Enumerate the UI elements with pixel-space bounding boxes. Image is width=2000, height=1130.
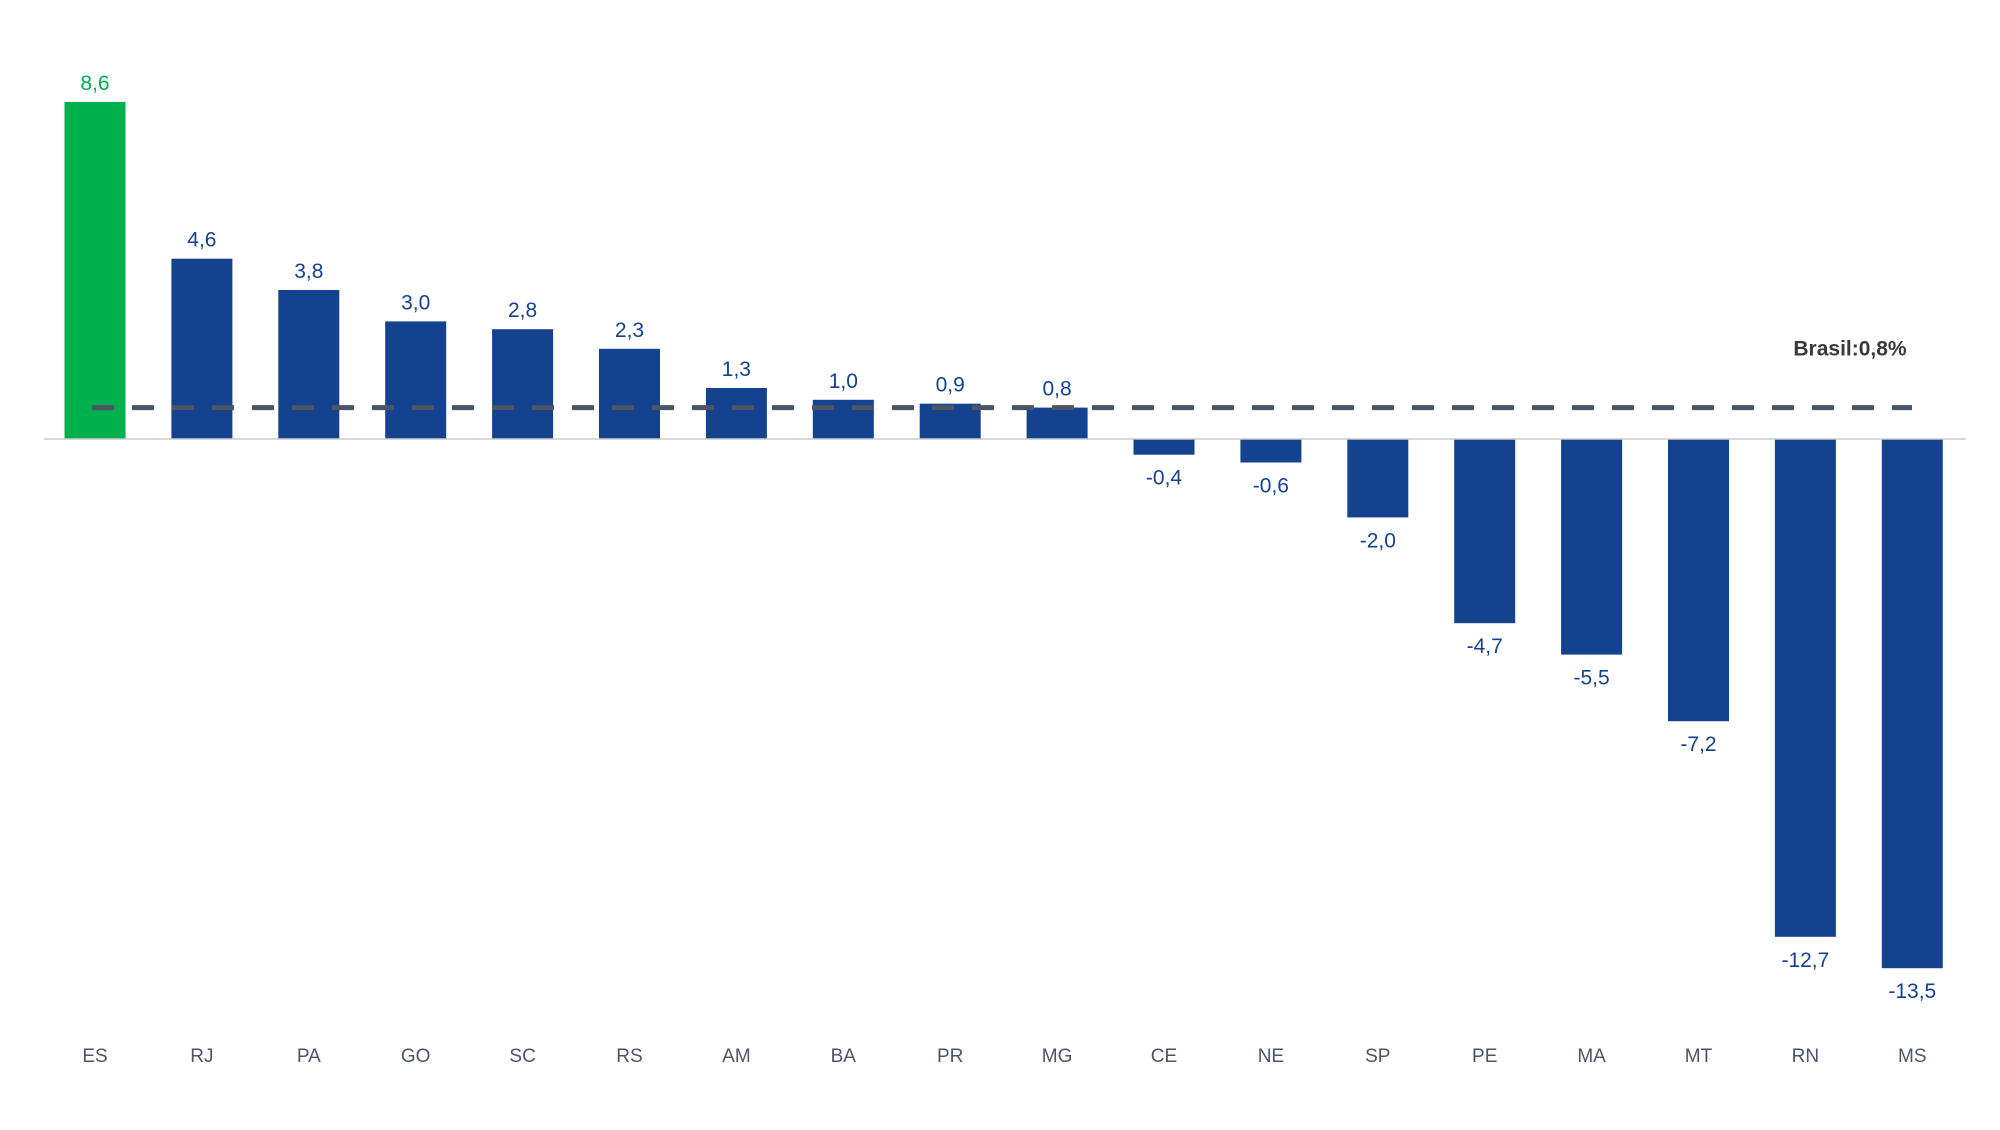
tick-label-mg: MG — [1042, 1046, 1073, 1067]
brasil-reference-label: Brasil:0,8% — [1793, 338, 1907, 361]
tick-label-sc: SC — [509, 1046, 535, 1067]
value-label-ba: 1,0 — [829, 370, 858, 393]
bar-ce — [1133, 439, 1195, 455]
value-label-es: 8,6 — [80, 72, 109, 95]
tick-label-pr: PR — [937, 1046, 963, 1067]
value-label-pr: 0,9 — [936, 374, 965, 397]
tick-label-es: ES — [82, 1046, 107, 1067]
tick-label-ms: MS — [1898, 1046, 1927, 1067]
value-label-ce: -0,4 — [1146, 467, 1183, 490]
bar-sc — [492, 329, 554, 439]
bar-es — [64, 101, 126, 440]
tick-label-ma: MA — [1577, 1046, 1606, 1067]
bar-am — [705, 388, 767, 439]
tick-label-mt: MT — [1685, 1046, 1713, 1067]
tick-label-rn: RN — [1792, 1046, 1819, 1067]
bar-go — [385, 321, 447, 439]
value-label-ms: -13,5 — [1888, 980, 1936, 1003]
value-label-sp: -2,0 — [1360, 529, 1396, 552]
bar-rn — [1774, 439, 1836, 937]
tick-label-ce: CE — [1151, 1046, 1177, 1067]
bar-ms — [1881, 439, 1943, 969]
bar-ma — [1561, 439, 1623, 655]
value-label-rj: 4,6 — [187, 229, 216, 252]
value-label-mt: -7,2 — [1680, 733, 1716, 756]
value-label-sc: 2,8 — [508, 299, 537, 322]
value-label-am: 1,3 — [722, 358, 751, 381]
bar-rj — [171, 258, 233, 439]
bars-layer — [64, 101, 1943, 969]
tick-label-pe: PE — [1472, 1046, 1497, 1067]
bar-mg — [1026, 407, 1088, 439]
value-label-pa: 3,8 — [294, 260, 323, 283]
bar-mt — [1668, 439, 1729, 722]
value-labels-layer: 8,6 4,6 3,8 3,0 2,8 2,3 1,3 1,0 0,9 0,8 -0,4 -0,6 -2… — [80, 72, 1936, 1003]
value-label-ma: -5,5 — [1574, 667, 1610, 690]
tick-label-ba: BA — [831, 1046, 857, 1067]
value-label-rn: -12,7 — [1781, 949, 1829, 972]
bar-pa — [278, 290, 340, 439]
tick-label-sp: SP — [1365, 1046, 1390, 1067]
tick-label-pa: PA — [297, 1046, 321, 1067]
value-label-go: 3,0 — [401, 291, 430, 314]
value-label-ne: -0,6 — [1253, 475, 1289, 498]
category-tick-labels-layer: ES RJ PA GO SC RS AM BA PR MG CE NE SP PE MA MT RN MS — [82, 1046, 1926, 1067]
bar-sp — [1347, 439, 1409, 518]
bar-pe — [1454, 439, 1516, 624]
value-label-rs: 2,3 — [615, 319, 644, 342]
value-label-mg: 0,8 — [1042, 378, 1071, 401]
tick-label-rj: RJ — [190, 1046, 213, 1067]
tick-label-am: AM — [722, 1046, 751, 1067]
tick-label-ne: NE — [1258, 1046, 1284, 1067]
value-label-pe: -4,7 — [1467, 635, 1503, 658]
tick-label-rs: RS — [616, 1046, 642, 1067]
bar-ne — [1240, 439, 1302, 463]
bar-rs — [599, 348, 660, 439]
tick-label-go: GO — [401, 1046, 431, 1067]
